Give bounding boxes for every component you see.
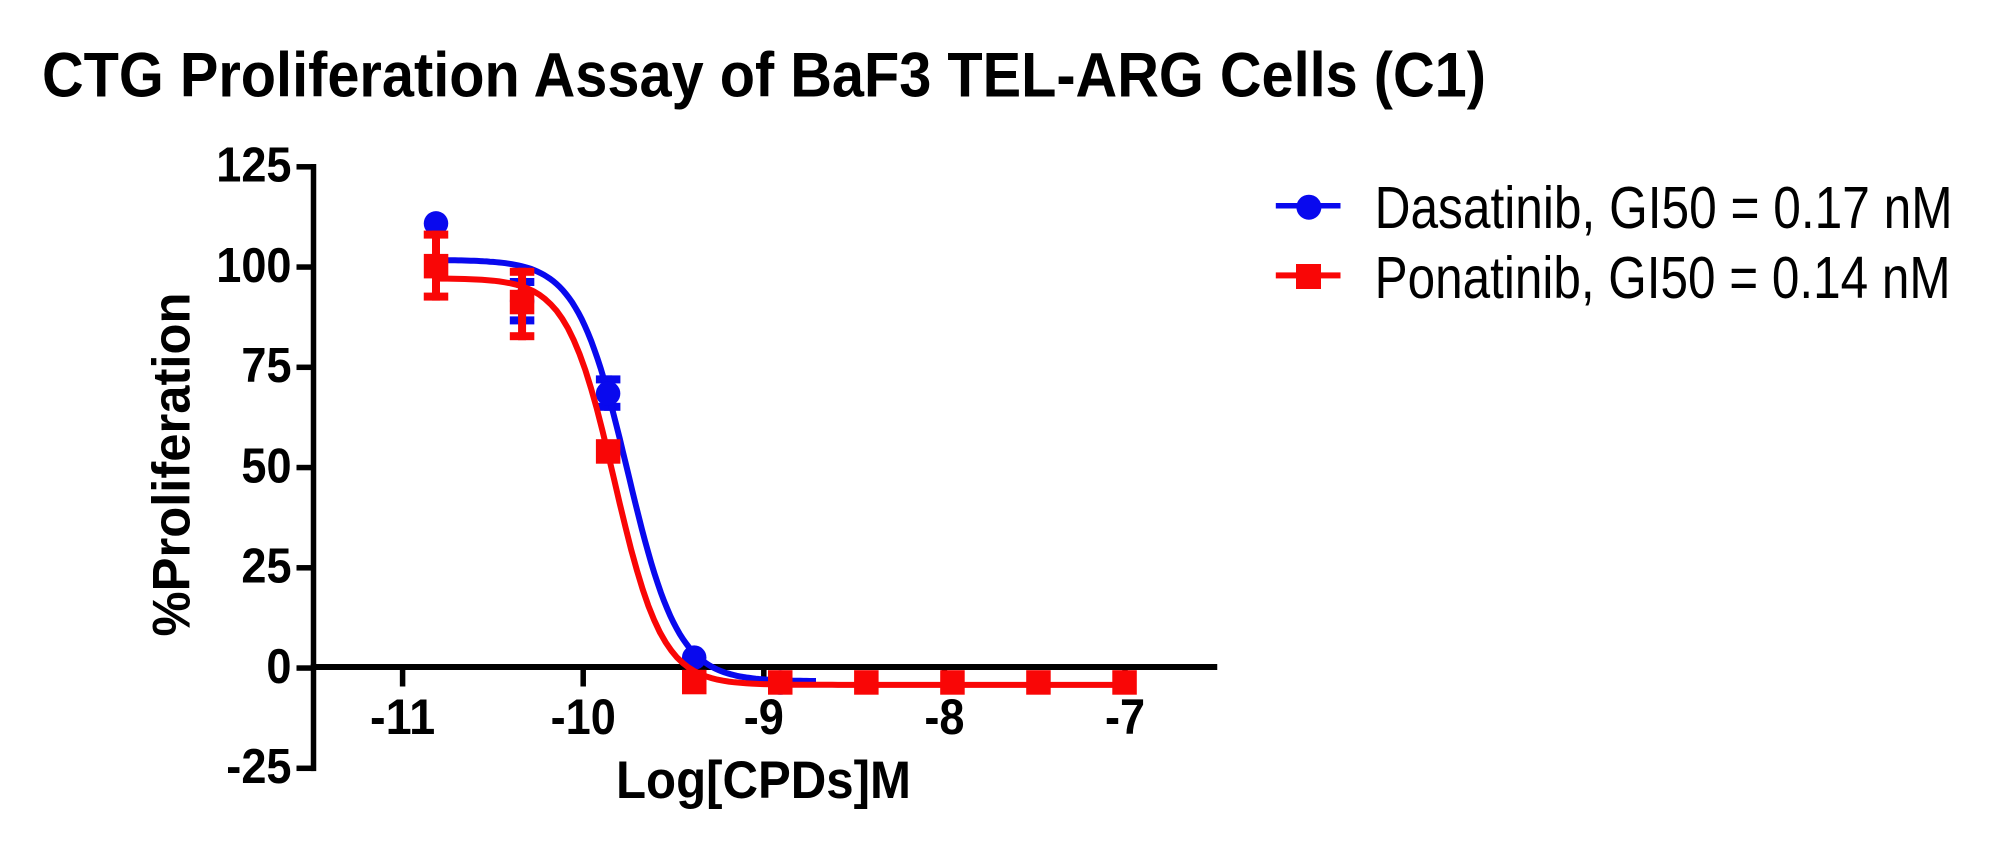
svg-text:125: 125 bbox=[216, 139, 291, 193]
svg-text:0: 0 bbox=[266, 640, 291, 694]
svg-text:Ponatinib, GI50 = 0.14 nM: Ponatinib, GI50 = 0.14 nM bbox=[1375, 245, 1951, 311]
svg-text:CTG Proliferation Assay of BaF: CTG Proliferation Assay of BaF3 TEL-ARG … bbox=[42, 40, 1486, 110]
svg-text:-8: -8 bbox=[924, 689, 964, 745]
svg-text:-10: -10 bbox=[551, 689, 616, 745]
svg-text:25: 25 bbox=[241, 540, 291, 594]
svg-text:Dasatinib, GI50 = 0.17 nM: Dasatinib, GI50 = 0.17 nM bbox=[1375, 175, 1953, 241]
svg-text:-11: -11 bbox=[370, 689, 435, 745]
svg-text:75: 75 bbox=[241, 339, 291, 393]
svg-text:-25: -25 bbox=[226, 740, 291, 794]
svg-text:50: 50 bbox=[241, 439, 291, 493]
svg-text:-9: -9 bbox=[744, 689, 784, 745]
svg-text:Log[CPDs]M: Log[CPDs]M bbox=[616, 751, 911, 810]
svg-text:-7: -7 bbox=[1105, 689, 1145, 745]
svg-text:100: 100 bbox=[216, 239, 291, 293]
svg-text:%Proliferation: %Proliferation bbox=[143, 292, 202, 636]
